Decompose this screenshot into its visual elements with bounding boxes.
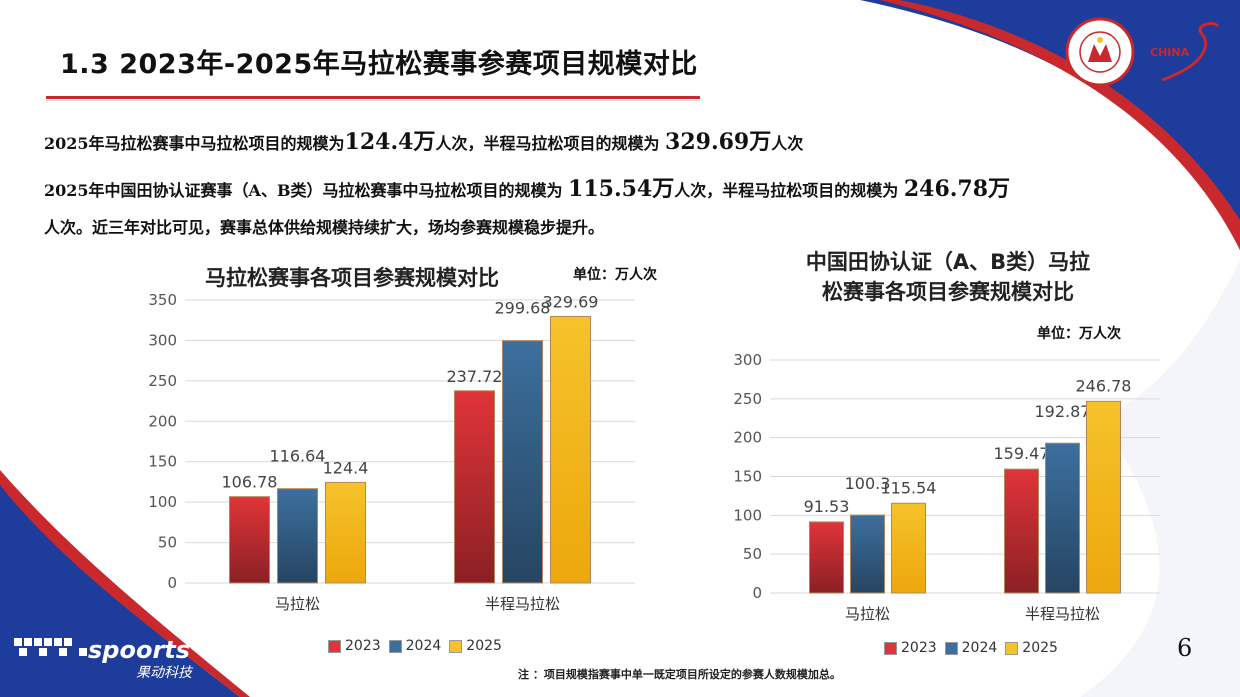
chart1-xtick-0: 马拉松 xyxy=(275,595,320,613)
chart1-ytick-150: 150 xyxy=(148,453,177,471)
summary-line-3: 人次。近三年对比可见，赛事总体供给规模持续扩大，场均参赛规模稳步提升。 xyxy=(44,214,604,238)
chart2-ytick-200: 200 xyxy=(733,429,762,447)
chart2-title-line2: 松赛事各项目参赛规模对比 xyxy=(822,280,1074,304)
summary-line2-seg-1: 115.54万 xyxy=(568,176,675,202)
summary-line2-seg-2: 人次，半程马拉松项目的规模为 xyxy=(674,181,904,200)
page-title: 1.3 2023年-2025年马拉松赛事参赛项目规模对比 xyxy=(60,49,698,80)
chart1-title: 马拉松赛事各项目参赛规模对比 xyxy=(205,266,499,290)
chart2-legend: 2023 2024 2025 xyxy=(884,640,1066,656)
chart2-bar-0-2023 xyxy=(809,521,844,594)
page-number: 6 xyxy=(1177,634,1193,662)
logo-china-text: CHINA xyxy=(1150,46,1190,59)
summary-line1-seg-1: 124.4万 xyxy=(344,129,436,155)
chart2-ytick-100: 100 xyxy=(733,506,762,524)
summary-line1-seg-3: 329.69万 xyxy=(665,129,772,155)
chart2-bar-1-2025 xyxy=(1086,400,1121,594)
chart2-ytick-300: 300 xyxy=(733,351,762,369)
chart2-xtick-0: 马拉松 xyxy=(845,605,890,623)
chart1-ytick-300: 300 xyxy=(148,331,177,349)
chart2-label-1-2025: 246.78 xyxy=(1076,376,1132,395)
summary-line1-seg-2: 人次，半程马拉松项目的规模为 xyxy=(435,134,666,153)
chart2-ytick-150: 150 xyxy=(733,468,762,486)
chart1-bar-0-2024 xyxy=(277,488,318,584)
chart1-legend-label-2025: 2025 xyxy=(466,638,502,654)
footnote: 注 ：项目规模指赛事中单一既定项目所设定的参赛人数规模加总。 xyxy=(518,668,841,681)
summary-line3-seg-0: 人次。近三年对比可见，赛事总体供给规模持续扩大，场均参赛规模稳步提升。 xyxy=(44,218,605,237)
chart1-label-0-2023: 106.78 xyxy=(222,473,278,492)
chart1-ytick-350: 350 xyxy=(148,291,177,309)
chart1-legend-item-2023: 2023 xyxy=(328,638,381,654)
brand-subtitle: 果动科技 xyxy=(136,665,192,681)
chart1-bar-1-2024 xyxy=(502,340,543,584)
chart1-legend-label-2024: 2024 xyxy=(405,638,442,654)
title-underline xyxy=(46,96,700,99)
chart2-label-1-2023: 159.47 xyxy=(994,444,1050,463)
chart1-label-1-2025: 329.69 xyxy=(543,292,599,311)
chart2-legend-swatch-2025 xyxy=(1005,641,1019,655)
title-underline-thin xyxy=(46,100,700,101)
chart1-label-0-2025: 124.4 xyxy=(323,458,369,477)
chart2-label-0-2025: 115.54 xyxy=(881,478,937,497)
chart1-label-1-2024: 299.68 xyxy=(495,299,551,318)
chart2-bar-0-2024 xyxy=(850,514,885,594)
chart1-unit: 单位：万人次 xyxy=(573,267,657,283)
chart1-ytick-0: 0 xyxy=(167,574,177,592)
chart1-bar-0-2025 xyxy=(325,481,366,584)
chart2-legend-item-2024: 2024 xyxy=(944,640,998,656)
chart2-label-1-2024: 192.87 xyxy=(1035,402,1091,421)
chart2-bar-1-2023 xyxy=(1004,468,1039,594)
chart1-legend-swatch-2024 xyxy=(388,639,402,653)
chart1-legend-swatch-2025 xyxy=(449,639,463,653)
chart1-ytick-50: 50 xyxy=(158,534,177,552)
chart2-legend-swatch-2023 xyxy=(884,641,897,655)
summary-line2-seg-0: 2025年中国田协认证赛事（A、B类）马拉松赛事中马拉松项目的规模为 xyxy=(44,181,569,200)
chart1-ytick-250: 250 xyxy=(148,372,177,390)
chart1-bar-0-2023 xyxy=(229,496,270,584)
chart2-unit: 单位：万人次 xyxy=(1037,326,1121,342)
chart2-label-0-2023: 91.53 xyxy=(804,497,850,516)
chart2-ytick-0: 0 xyxy=(752,584,762,602)
brand-mark xyxy=(14,638,87,656)
chart2-legend-swatch-2024 xyxy=(944,641,958,655)
chart1-ytick-200: 200 xyxy=(148,412,177,430)
chart2-title-line1: 中国田协认证（A、B类）马拉 xyxy=(805,250,1091,274)
chart1-label-0-2024: 116.64 xyxy=(270,447,326,466)
chart1-legend-item-2024: 2024 xyxy=(388,638,442,654)
summary-line1-seg-4: 人次 xyxy=(771,134,804,153)
chart1-legend-label-2023: 2023 xyxy=(345,638,381,654)
chart1-bar-1-2025 xyxy=(550,315,591,584)
chart1-label-1-2023: 237.72 xyxy=(447,367,503,386)
summary-line1-seg-0: 2025年马拉松赛事中马拉松项目的规模为 xyxy=(44,134,345,153)
chart2-bar-1-2024 xyxy=(1045,442,1080,594)
chart1-xtick-1: 半程马拉松 xyxy=(485,595,560,613)
chart1-bar-1-2023 xyxy=(454,390,495,584)
chart1-ytick-100: 100 xyxy=(148,493,177,511)
summary-line2-seg-3: 246.78万 xyxy=(903,176,1011,202)
summary-line-1: 2025年马拉松赛事中马拉松项目的规模为124.4万人次，半程马拉松项目的规模为… xyxy=(44,124,803,156)
chart2-xtick-1: 半程马拉松 xyxy=(1025,605,1100,623)
chart2-bar-0-2025 xyxy=(891,502,926,594)
chart2-legend-label-2023: 2023 xyxy=(901,640,937,656)
summary-line-2: 2025年中国田协认证赛事（A、B类）马拉松赛事中马拉松项目的规模为 115.5… xyxy=(44,171,1010,203)
chart2-title: 中国田协认证（A、B类）马拉 松赛事各项目参赛规模对比 xyxy=(788,246,1108,306)
chart2-label-0-2024: 100.3 xyxy=(845,474,891,493)
chart2-legend-item-2025: 2025 xyxy=(1005,640,1058,656)
chart2-ytick-50: 50 xyxy=(743,545,762,563)
chart2-legend-label-2025: 2025 xyxy=(1022,640,1058,656)
chart2-legend-label-2024: 2024 xyxy=(961,640,998,656)
brand-name: spoorts xyxy=(88,636,191,664)
chart2-legend-item-2023: 2023 xyxy=(884,640,937,656)
chart1-legend-item-2025: 2025 xyxy=(449,638,502,654)
chart1-legend-swatch-2023 xyxy=(328,639,341,653)
chart1-legend: 2023 2024 2025 xyxy=(328,638,510,654)
chart2-ytick-250: 250 xyxy=(733,390,762,408)
cathletics-logo: CHINA xyxy=(1065,17,1220,87)
